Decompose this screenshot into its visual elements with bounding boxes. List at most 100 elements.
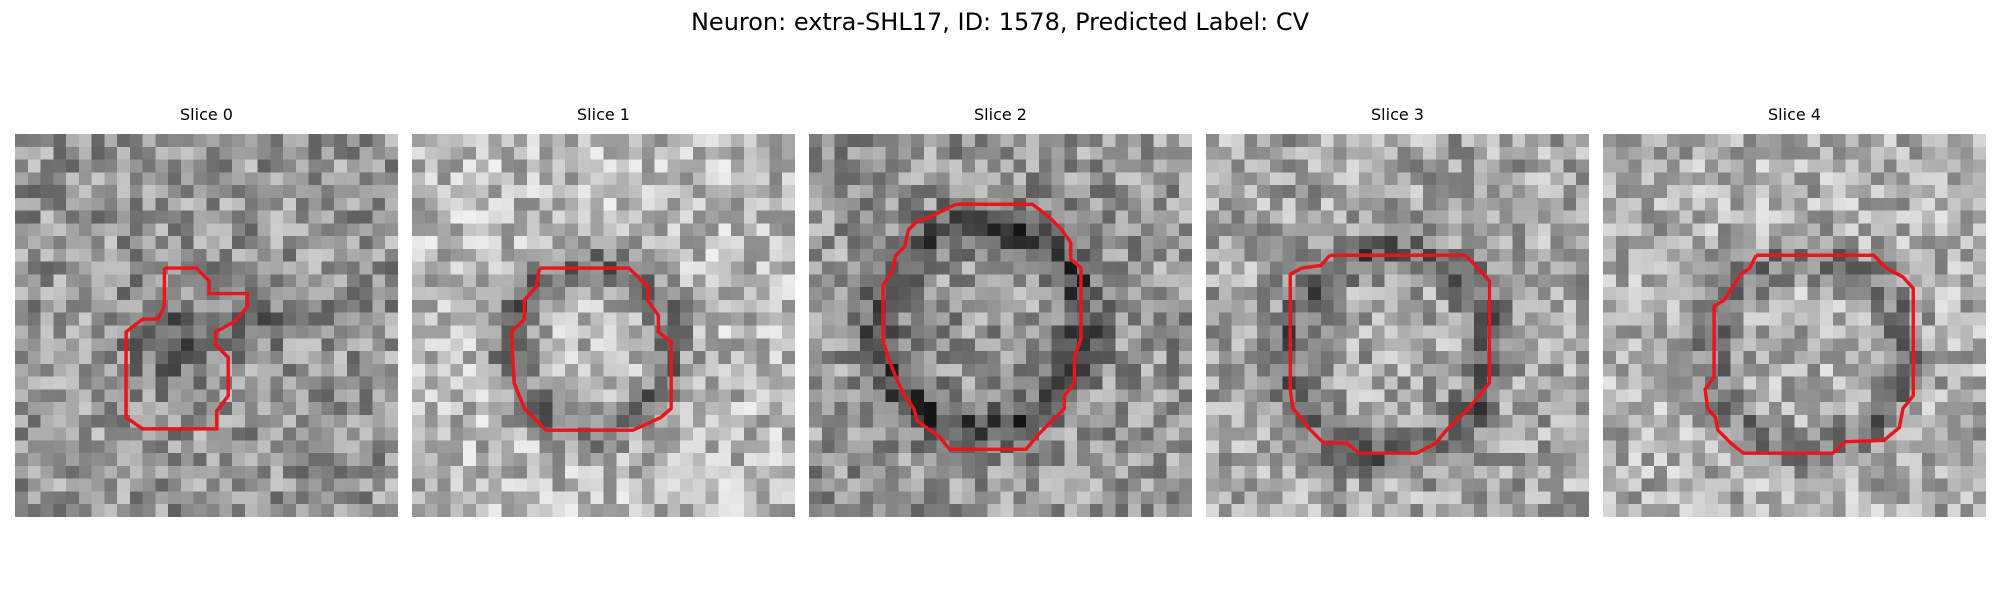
pixel: [718, 402, 732, 416]
pixel: [501, 376, 515, 390]
pixel: [1013, 287, 1027, 301]
pixel: [1512, 453, 1526, 467]
pixel: [1257, 363, 1271, 377]
pixel: [346, 134, 360, 148]
pixel: [1934, 185, 1948, 199]
pixel: [244, 223, 258, 237]
pixel: [1371, 299, 1385, 313]
pixel: [295, 159, 309, 173]
pixel: [1781, 134, 1795, 148]
pixel: [834, 274, 848, 288]
pixel: [1858, 312, 1872, 326]
pixel: [129, 414, 143, 428]
pixel: [1218, 248, 1232, 262]
pixel: [180, 223, 194, 237]
pixel: [1282, 465, 1296, 479]
pixel: [129, 223, 143, 237]
pixel: [1743, 504, 1757, 517]
pixel: [526, 134, 540, 148]
pixel: [885, 197, 899, 211]
pixel: [743, 236, 757, 250]
pixel: [412, 363, 426, 377]
pixel: [1794, 325, 1808, 339]
pixel: [680, 363, 694, 377]
pixel: [1692, 287, 1706, 301]
pixel: [654, 299, 668, 313]
pixel: [1883, 453, 1897, 467]
pixel: [104, 363, 118, 377]
pixel: [1257, 325, 1271, 339]
pixel: [78, 427, 92, 441]
pixel: [731, 248, 745, 262]
pixel: [1359, 146, 1373, 160]
pixel: [1730, 236, 1744, 250]
pixel: [1858, 363, 1872, 377]
pixel: [1295, 351, 1309, 365]
pixel: [91, 402, 105, 416]
pixel: [654, 185, 668, 199]
pixel: [180, 414, 194, 428]
pixel: [743, 312, 757, 326]
pixel: [1845, 185, 1859, 199]
pixel: [1295, 427, 1309, 441]
pixel: [782, 440, 795, 454]
pixel: [974, 159, 988, 173]
pixel: [359, 453, 373, 467]
pixel: [129, 491, 143, 505]
pixel: [27, 338, 41, 352]
pixel: [1807, 504, 1821, 517]
pixel: [1179, 185, 1192, 199]
pixel: [1934, 248, 1948, 262]
pixel: [616, 504, 630, 517]
pixel: [1064, 261, 1078, 275]
pixel: [1359, 478, 1373, 492]
pixel: [1525, 197, 1539, 211]
pixel: [1922, 478, 1936, 492]
pixel: [385, 389, 398, 403]
pixel: [616, 325, 630, 339]
pixel: [437, 236, 451, 250]
pixel: [1615, 185, 1629, 199]
pixel: [1730, 312, 1744, 326]
pixel: [1384, 440, 1398, 454]
pixel: [1781, 376, 1795, 390]
pixel: [372, 351, 386, 365]
pixel: [168, 389, 182, 403]
pixel: [1525, 389, 1539, 403]
pixel: [1461, 363, 1475, 377]
pixel: [1153, 185, 1167, 199]
pixel: [1166, 159, 1180, 173]
pixel: [1768, 478, 1782, 492]
pixel: [1628, 197, 1642, 211]
pixel: [923, 299, 937, 313]
pixel: [1794, 197, 1808, 211]
pixel: [334, 338, 348, 352]
slice-image-canvas-4: [1603, 134, 1986, 517]
pixel: [514, 287, 528, 301]
pixel: [1794, 363, 1808, 377]
pixel: [359, 440, 373, 454]
pixel: [756, 159, 770, 173]
pixel: [450, 465, 464, 479]
pixel: [1128, 504, 1142, 517]
pixel: [718, 414, 732, 428]
pixel: [577, 172, 591, 186]
pixel: [53, 159, 67, 173]
pixel: [539, 338, 553, 352]
pixel: [1947, 465, 1961, 479]
pixel: [1973, 414, 1986, 428]
pixel: [847, 146, 861, 160]
pixel: [1371, 223, 1385, 237]
pixel: [1743, 389, 1757, 403]
pixel: [1883, 325, 1897, 339]
pixel: [1410, 351, 1424, 365]
pixel: [526, 491, 540, 505]
pixel: [577, 223, 591, 237]
pixel: [1858, 338, 1872, 352]
pixel: [1435, 236, 1449, 250]
pixel: [680, 351, 694, 365]
pixel: [705, 351, 719, 365]
pixel: [1333, 351, 1347, 365]
pixel: [295, 504, 309, 517]
pixel: [1896, 261, 1910, 275]
